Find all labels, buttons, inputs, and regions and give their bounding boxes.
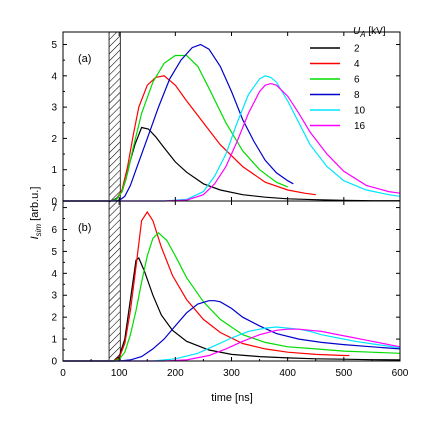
y-tick-label-b: 5 — [51, 247, 57, 258]
y-axis-title-main: I — [29, 236, 41, 239]
x-axis-title: time [ns] — [211, 392, 253, 404]
series-line-b-16kv — [63, 328, 401, 362]
legend-title-main: U — [353, 26, 361, 37]
series-line-b-10kv — [63, 326, 401, 362]
series-line-b-4kv — [63, 210, 350, 362]
y-tick-label-a: 3 — [51, 103, 57, 114]
legend: UA [kV] 2 4 6 8 10 16 — [310, 26, 386, 132]
hatched-region-a — [108, 31, 121, 202]
panel-a: 0 1 2 3 4 5 (a) — [51, 31, 401, 208]
legend-title-tail: [kV] — [366, 26, 386, 37]
y-axis-title-sub: sim — [34, 224, 43, 237]
y-tick-label-b: 4 — [51, 269, 57, 280]
series-line-a-6kv — [63, 54, 288, 202]
series-line-b-6kv — [63, 231, 401, 362]
series-line-b-8kv — [63, 300, 401, 362]
series-line-b-2kv — [63, 257, 401, 362]
legend-label-8kv: 8 — [354, 90, 360, 101]
legend-label-6kv: 6 — [354, 75, 360, 86]
legend-title: UA [kV] — [353, 26, 386, 39]
x-tick-label: 200 — [167, 368, 184, 379]
x-axis: 0 100 200 300 400 500 600 — [60, 359, 409, 379]
legend-label-2kv: 2 — [354, 44, 360, 55]
x-tick-label: 100 — [111, 368, 128, 379]
panel-label-a: (a) — [78, 53, 91, 65]
y-tick-label-a: 5 — [51, 40, 57, 51]
y-tick-label-b: 0 — [51, 357, 57, 368]
y-tick-label-a: 1 — [51, 165, 57, 176]
series-line-a-8kv — [63, 43, 294, 202]
panel-b: 0 1 2 3 4 5 6 7 (b) — [51, 200, 401, 368]
y-tick-label-b: 6 — [51, 225, 57, 236]
x-tick-label: 400 — [279, 368, 296, 379]
series-line-a-10kv — [63, 75, 401, 202]
legend-title-sub: A — [359, 30, 365, 39]
y-tick-label-a: 4 — [51, 71, 57, 82]
x-tick-label: 300 — [223, 368, 240, 379]
hatched-region-b — [108, 200, 121, 362]
y-axis-title: Isim [arb.u.] — [29, 187, 43, 240]
x-tick-label: 500 — [335, 368, 352, 379]
legend-label-4kv: 4 — [354, 59, 360, 70]
y-axis-title-tail: [arb.u.] — [29, 187, 41, 224]
y-tick-label-a: 2 — [51, 134, 57, 145]
y-tick-label-b: 1 — [51, 335, 57, 346]
legend-label-10kv: 10 — [354, 106, 366, 117]
y-tick-label-a: 0 — [51, 197, 57, 208]
legend-label-16kv: 16 — [354, 121, 366, 132]
x-tick-label: 0 — [60, 368, 66, 379]
x-tick-label: 600 — [392, 368, 409, 379]
panel-label-b: (b) — [78, 222, 91, 234]
y-tick-label-b: 2 — [51, 313, 57, 324]
y-tick-label-b: 3 — [51, 291, 57, 302]
series-line-a-16kv — [63, 82, 401, 202]
y-tick-label-b: 7 — [51, 203, 57, 214]
